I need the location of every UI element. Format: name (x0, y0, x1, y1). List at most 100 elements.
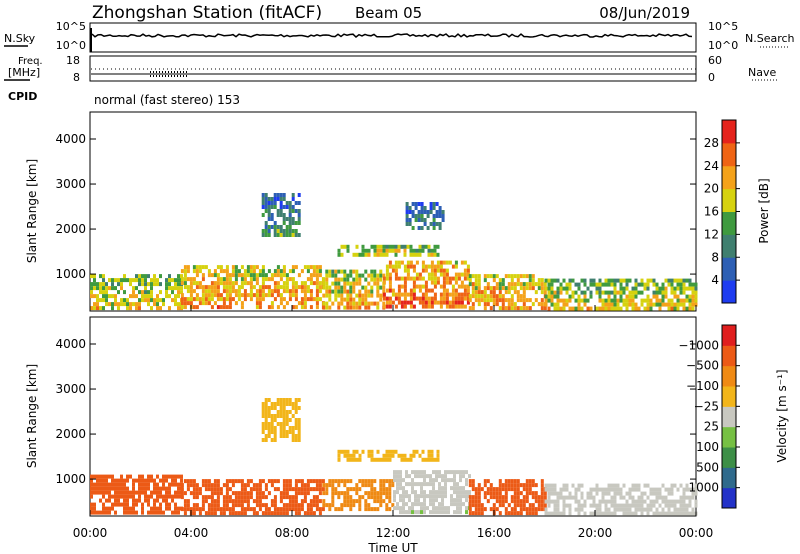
heatmap-cell (483, 495, 487, 500)
heatmap-cell (276, 479, 280, 484)
heatmap-cell (273, 487, 277, 492)
heatmap-cell (531, 479, 535, 484)
heatmap-cell (432, 486, 435, 491)
heatmap-cell (601, 491, 605, 496)
heatmap-cell (537, 278, 541, 283)
heatmap-cell (264, 406, 268, 410)
heatmap-cell (568, 495, 572, 500)
heatmap-cell (225, 293, 229, 298)
heatmap-cell (522, 495, 526, 500)
heatmap-cell (282, 213, 286, 217)
heatmap-cell (382, 457, 386, 462)
heatmap-cell (679, 290, 683, 295)
heatmap-cell (655, 487, 659, 492)
heatmap-cell (228, 305, 232, 310)
heatmap-cell (225, 499, 229, 504)
heatmap-cell (402, 490, 405, 495)
heatmap-cell (346, 273, 350, 278)
heatmap-cell (102, 502, 105, 507)
heatmap-cell (577, 298, 581, 303)
heatmap-cell (171, 498, 174, 503)
heatmap-cell (631, 483, 635, 488)
heatmap-cell (355, 269, 359, 274)
heatmap-cell (213, 269, 217, 274)
heatmap-cell (592, 278, 596, 283)
heatmap-cell (433, 457, 437, 462)
heatmap-cell (294, 410, 298, 414)
heatmap-cell (303, 285, 307, 290)
heatmap-cell (99, 486, 102, 491)
heatmap-cell (619, 290, 623, 295)
heatmap-cell (165, 502, 168, 507)
heatmap-cell (93, 502, 96, 507)
heatmap-cell (288, 398, 292, 402)
heatmap-cell (153, 478, 156, 483)
heatmap-cell (105, 474, 108, 479)
heatmap-cell (406, 244, 410, 249)
heatmap-cell (444, 510, 447, 515)
heatmap-cell (282, 430, 286, 434)
heatmap-cell (439, 264, 443, 269)
heatmap-cell (288, 479, 292, 484)
y-tick-label: 2000 (55, 427, 86, 441)
heatmap-cell (288, 289, 292, 294)
heatmap-cell (420, 214, 424, 218)
heatmap-cell (343, 277, 347, 282)
heatmap-cell (625, 306, 629, 311)
heatmap-cell (177, 506, 180, 511)
heatmap-cell (501, 306, 505, 311)
heatmap-cell (516, 499, 520, 504)
heatmap-cell (358, 503, 362, 508)
heatmap-cell (370, 285, 374, 290)
heatmap-cell (306, 507, 310, 512)
heatmap-cell (225, 503, 229, 508)
heatmap-cell (426, 506, 429, 511)
heatmap-cell (222, 297, 226, 302)
heatmap-cell (240, 301, 244, 306)
heatmap-cell (328, 285, 332, 290)
heatmap-cell (562, 511, 566, 516)
heatmap-cell (126, 502, 129, 507)
heatmap-cell (436, 268, 440, 273)
heatmap-cell (153, 502, 156, 507)
heatmap-cell (406, 272, 410, 277)
heatmap-cell (676, 507, 680, 512)
heatmap-cell (276, 402, 280, 406)
heatmap-cell (466, 292, 470, 297)
time-axis-ticks: 00:00 04:00 08:00 12:00 16:00 20:00 00:00 (73, 305, 713, 540)
heatmap-cell (388, 449, 392, 454)
heatmap-cell (385, 457, 389, 462)
heatmap-cell (321, 507, 325, 512)
heatmap-cell (120, 474, 123, 479)
heatmap-cell (553, 487, 557, 492)
heatmap-cell (261, 495, 265, 500)
heatmap-cell (495, 286, 499, 291)
heatmap-cell (174, 474, 177, 479)
heatmap-cell (610, 499, 614, 504)
heatmap-cell (312, 511, 316, 516)
heatmap-cell (216, 281, 220, 286)
heatmap-cell (294, 438, 298, 442)
heatmap-cell (405, 470, 408, 475)
heatmap-cell (399, 506, 402, 511)
heatmap-cell (414, 470, 417, 475)
heatmap-cell (453, 486, 456, 491)
heatmap-cell (367, 305, 371, 310)
heatmap-cell (309, 293, 313, 298)
heatmap-cell (510, 298, 514, 303)
heatmap-cell (438, 474, 441, 479)
heatmap-cell (477, 302, 481, 307)
heatmap-cell (279, 193, 283, 197)
heatmap-cell (225, 305, 229, 310)
heatmap-cell (90, 478, 93, 483)
heatmap-cell (168, 274, 171, 279)
heatmap-cell (294, 221, 298, 225)
heatmap-cell (129, 278, 132, 283)
heatmap-cell (601, 306, 605, 311)
heatmap-cell (201, 289, 205, 294)
heatmap-cell (162, 482, 165, 487)
heatmap-cell (204, 301, 208, 306)
heatmap-cell (219, 265, 223, 270)
heatmap-cell (451, 276, 455, 281)
heatmap-cell (471, 302, 475, 307)
